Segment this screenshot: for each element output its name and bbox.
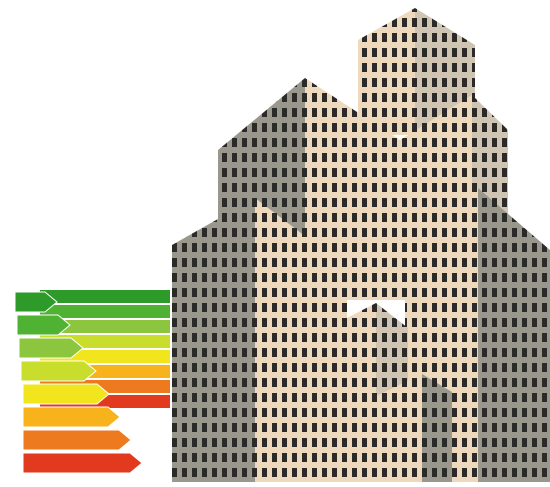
- energy-rating-bands: [14, 290, 170, 474]
- small-side: [422, 374, 452, 482]
- band-stripe: [40, 290, 170, 303]
- band-arrow: [22, 383, 110, 405]
- band-arrow: [22, 452, 143, 474]
- band-arrow: [16, 314, 71, 336]
- band-stripe: [40, 305, 170, 318]
- band-stripe: [40, 320, 170, 333]
- band-arrow: [22, 429, 132, 451]
- tower-top-front: [358, 8, 415, 135]
- buildings: [172, 8, 550, 482]
- front-left-side: [172, 198, 255, 482]
- band-arrow: [18, 337, 84, 359]
- left-tower-front: [305, 78, 400, 300]
- band-arrow: [22, 406, 121, 428]
- front-right-side: [478, 188, 550, 482]
- band-arrow: [14, 291, 58, 313]
- front-left-front: [255, 198, 347, 482]
- band-arrow: [20, 360, 97, 382]
- small-front: [368, 374, 422, 482]
